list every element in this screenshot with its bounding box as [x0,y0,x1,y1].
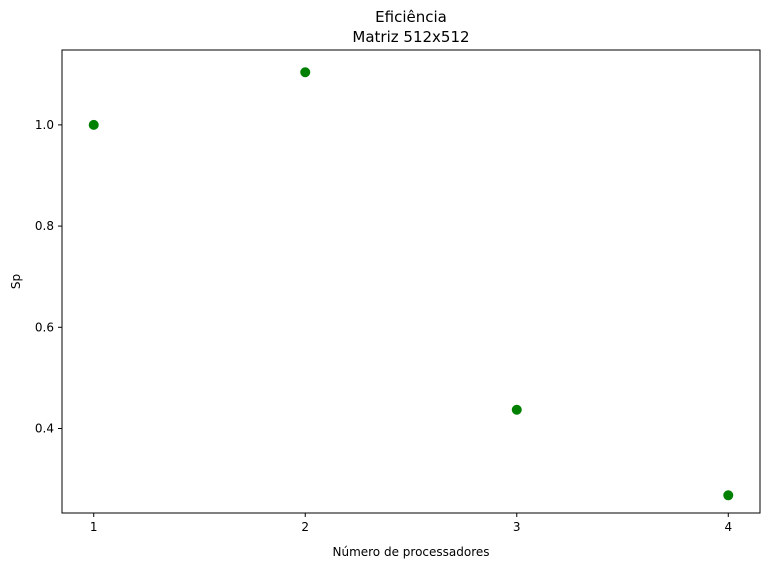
x-axis-ticks: 1 2 3 4 [90,513,732,534]
x-tick-label: 1 [90,520,98,534]
y-tick-label: 0.4 [35,421,54,435]
x-tick-label: 2 [301,520,309,534]
plot-area [61,49,761,514]
chart-subtitle: Matriz 512x512 [352,28,469,46]
y-axis-ticks: 0.4 0.6 0.8 1.0 [35,118,62,435]
y-tick-label: 0.6 [35,320,54,334]
data-point [723,490,734,501]
data-points [88,67,734,501]
data-point [88,119,99,130]
x-tick-label: 3 [513,520,521,534]
y-tick-label: 0.8 [35,219,54,233]
chart-title: Eficiência [375,8,447,26]
data-point [511,404,522,415]
x-tick-label: 4 [724,520,732,534]
y-tick-label: 1.0 [35,118,54,132]
y-axis-label: Sp [9,274,23,289]
data-point [300,67,311,78]
x-axis-label: Número de processadores [332,545,489,559]
